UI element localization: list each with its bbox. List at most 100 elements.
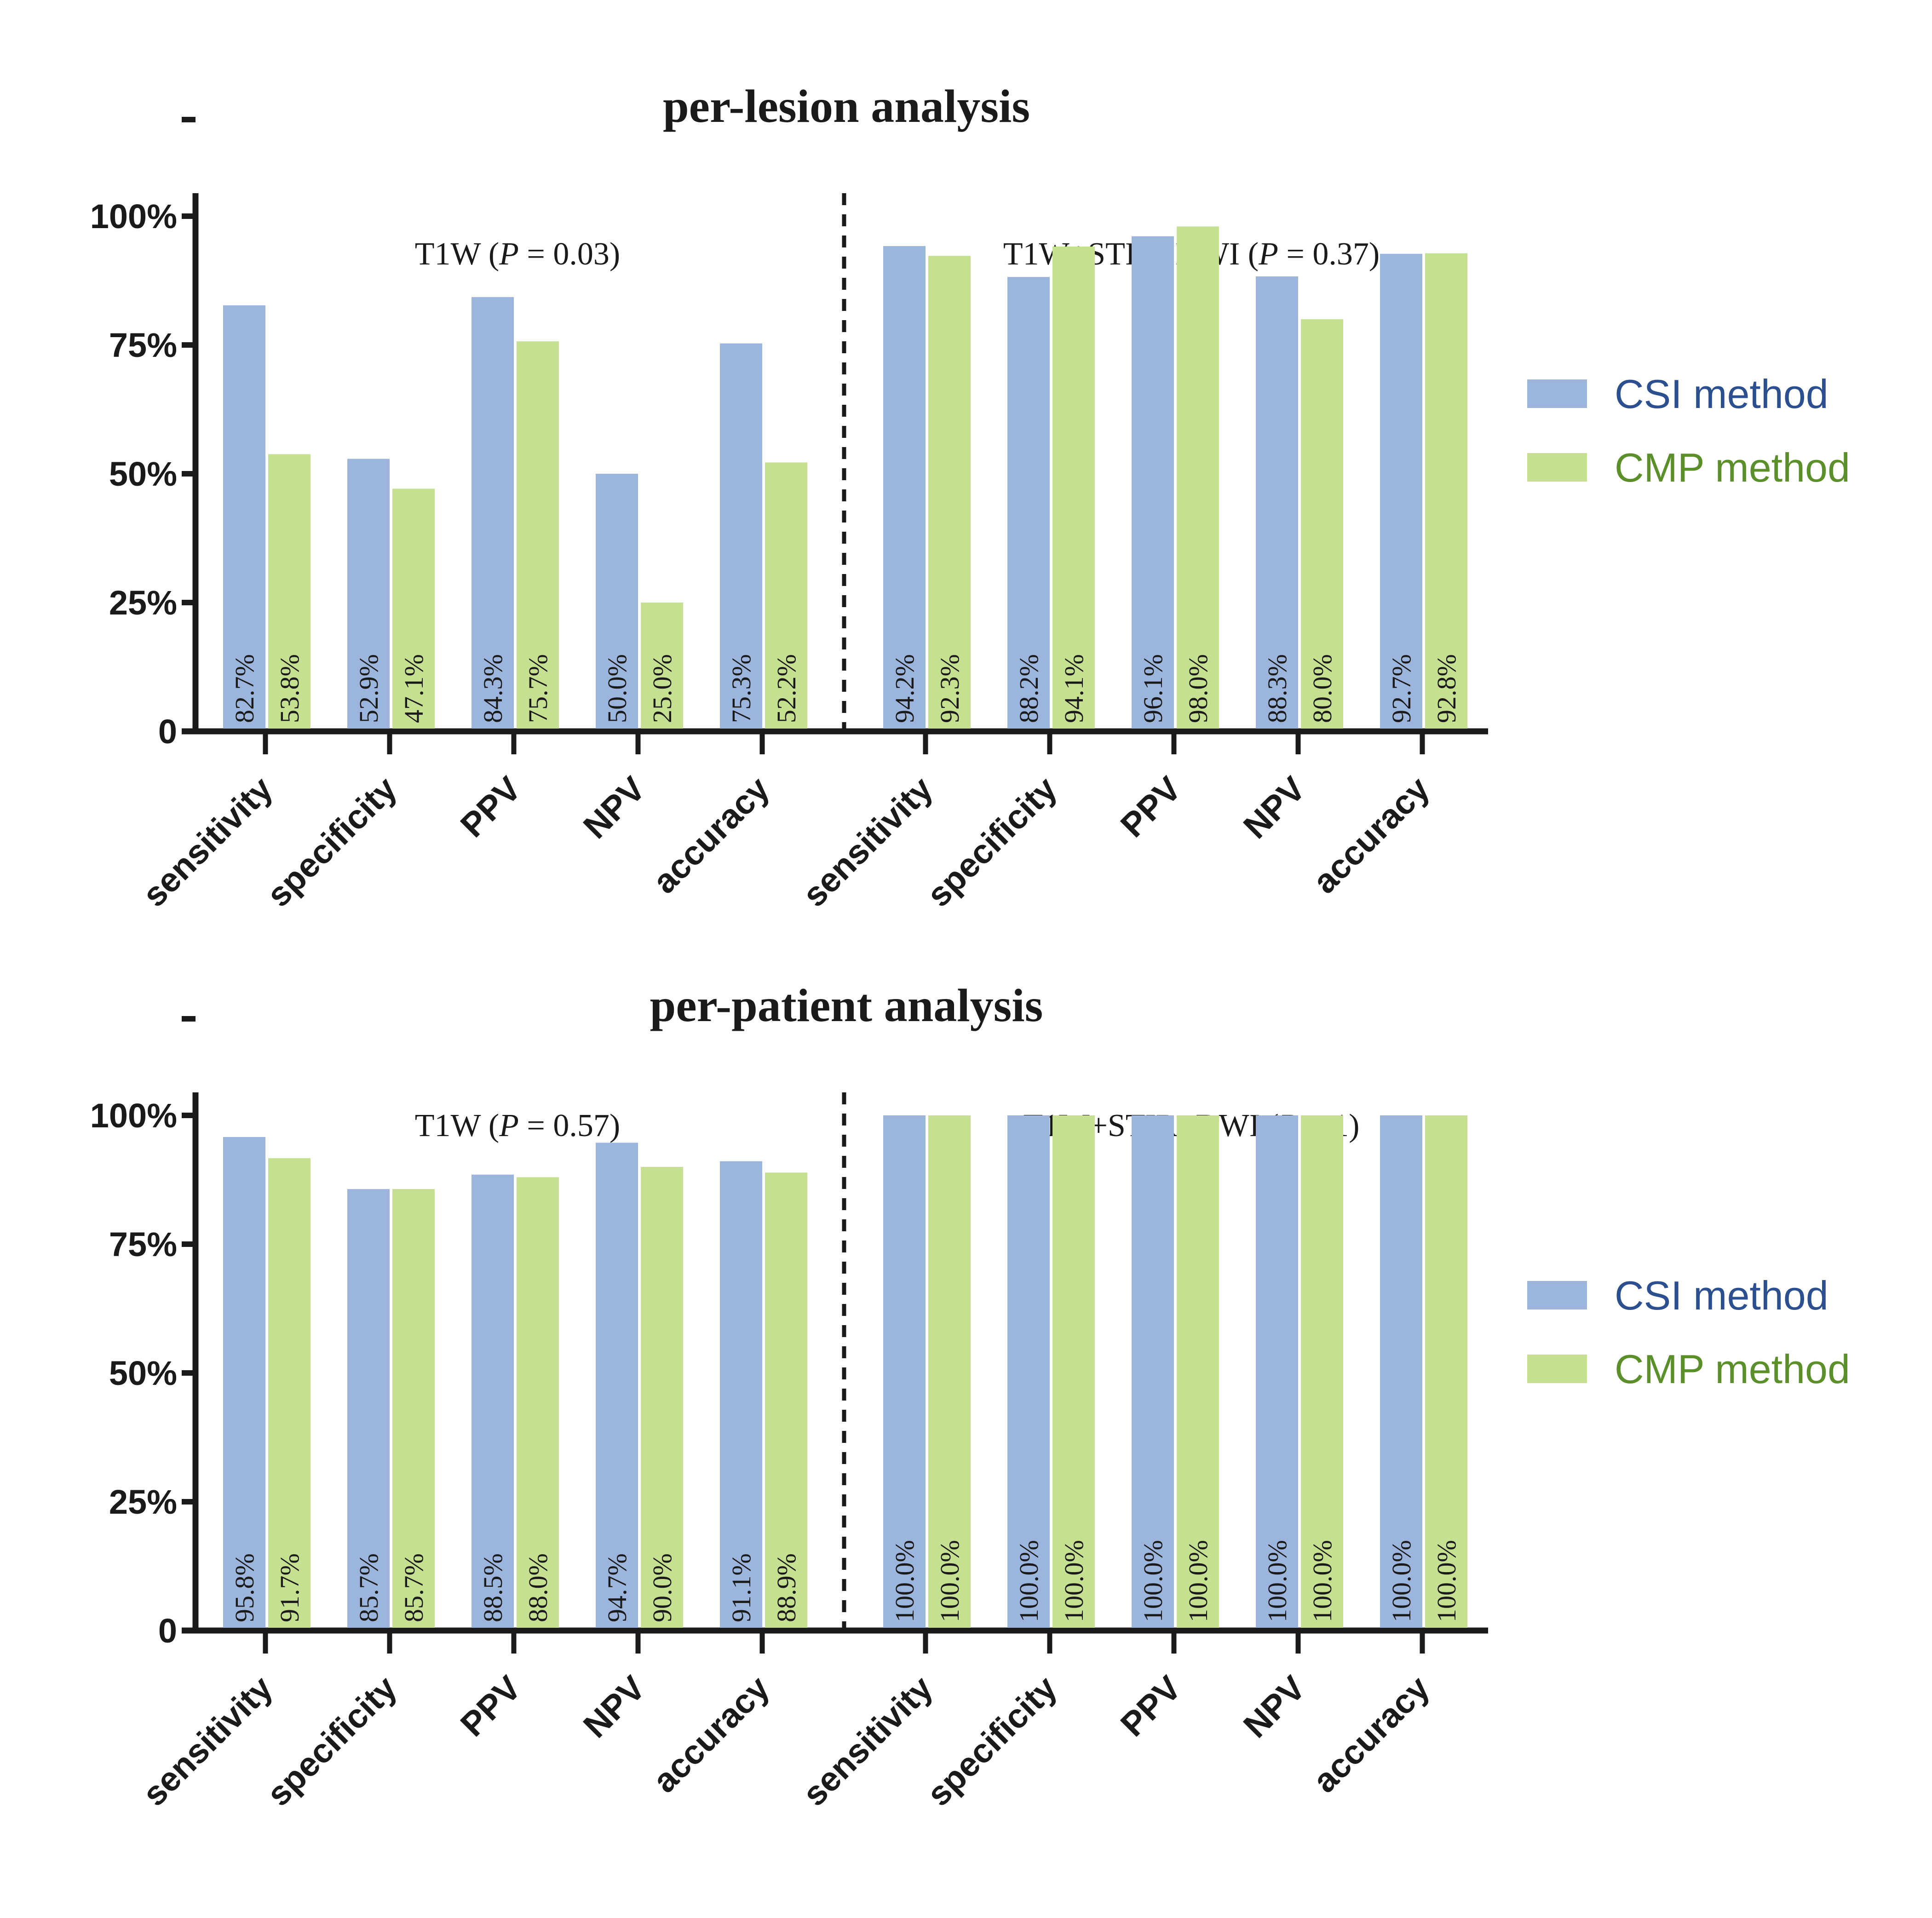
- bar-cmp: [928, 256, 971, 729]
- bar-cmp: [392, 488, 435, 729]
- bar-csi: [1007, 1115, 1050, 1628]
- group-label-part: P: [1258, 236, 1278, 272]
- data-label: 94.2%: [890, 654, 920, 723]
- data-label: 94.7%: [602, 1553, 632, 1622]
- data-label: 85.7%: [354, 1553, 384, 1622]
- group-label: T1W (P = 0.57): [415, 1108, 620, 1143]
- bar-cmp: [641, 1167, 683, 1628]
- group-label-part: = 0.03): [519, 236, 620, 272]
- chart-title: per-patient analysis: [650, 980, 1043, 1032]
- y-tick-label: 25%: [109, 1483, 177, 1521]
- data-label: 100.0%: [1014, 1540, 1044, 1622]
- bar-csi: [1132, 236, 1174, 729]
- data-label: 88.2%: [1014, 654, 1044, 723]
- data-label: 95.8%: [230, 1553, 259, 1622]
- bar-cmp: [1425, 253, 1467, 729]
- legend-label-cmp: CMP method: [1615, 1346, 1850, 1392]
- bar-csi: [223, 1137, 265, 1628]
- data-label: 100.0%: [935, 1540, 965, 1622]
- data-label: 85.7%: [399, 1553, 429, 1622]
- data-label: 96.1%: [1138, 654, 1168, 723]
- group-label-part: P: [499, 236, 519, 272]
- x-tick-label: PPV: [453, 769, 528, 844]
- data-label: 88.9%: [771, 1553, 801, 1622]
- bar-csi: [1256, 1115, 1298, 1628]
- x-tick-label: accuracy: [645, 769, 777, 901]
- data-label: 88.0%: [523, 1553, 553, 1622]
- chart-panel-per-lesion: per-lesion analysis 0 25% 50% 75% 100% T1W (P …: [90, 80, 1850, 914]
- bar-csi: [596, 474, 638, 729]
- x-tick-label: sensitivity: [795, 769, 940, 914]
- x-tick-label: NPV: [1236, 769, 1312, 846]
- group-label-part: T1W (: [415, 1108, 499, 1143]
- legend-swatch-csi: [1527, 379, 1587, 408]
- x-tick-label: specificity: [920, 1669, 1064, 1814]
- bar-cmp: [928, 1115, 971, 1628]
- data-label: 92.8%: [1432, 654, 1461, 723]
- legend-swatch-cmp: [1527, 453, 1587, 482]
- data-label: 92.3%: [935, 654, 965, 723]
- bar-csi: [1380, 1115, 1422, 1628]
- x-tick-label: NPV: [576, 1669, 652, 1745]
- bar-csi: [1007, 277, 1050, 729]
- x-tick-label: accuracy: [1305, 769, 1437, 901]
- data-label: 100.0%: [890, 1540, 920, 1622]
- bar-csi: [883, 1115, 926, 1628]
- x-tick-label: accuracy: [1305, 1669, 1437, 1800]
- bar-csi: [1380, 253, 1422, 729]
- bar-csi: [223, 305, 265, 729]
- data-label: 98.0%: [1183, 654, 1213, 723]
- bar-cmp: [517, 341, 559, 729]
- x-tick-label: PPV: [1113, 769, 1188, 844]
- data-label: 100.0%: [1432, 1540, 1461, 1622]
- data-label: 88.5%: [478, 1553, 508, 1622]
- data-label: 91.1%: [726, 1553, 756, 1622]
- group-label-part: = 0.57): [519, 1108, 620, 1143]
- group-label-part: = 0.37): [1278, 236, 1380, 272]
- x-tick-label: NPV: [1236, 1669, 1312, 1745]
- bar-cmp: [765, 1172, 807, 1628]
- data-label: 80.0%: [1307, 654, 1337, 723]
- y-tick-label: 75%: [109, 326, 177, 364]
- x-tick-label: sensitivity: [795, 1669, 940, 1814]
- x-tick-label: accuracy: [645, 1669, 777, 1800]
- x-tick-label: sensitivity: [135, 1669, 280, 1814]
- y-tick-label: 0: [158, 1612, 177, 1650]
- data-label: 100.0%: [1307, 1540, 1337, 1622]
- data-label: 90.0%: [647, 1553, 677, 1622]
- bar-cmp: [1301, 319, 1343, 729]
- x-tick-label: PPV: [1113, 1669, 1188, 1744]
- bar-csi: [596, 1143, 638, 1628]
- data-label: 52.9%: [354, 654, 384, 723]
- y-tick-label: 100%: [90, 1097, 177, 1135]
- legend-label-csi: CSI method: [1615, 1273, 1828, 1318]
- bar-cmp: [641, 603, 683, 729]
- group-label: T1W (P = 0.03): [415, 236, 620, 272]
- data-label: 47.1%: [399, 654, 429, 723]
- bar-csi: [347, 459, 390, 729]
- bar-csi: [347, 1189, 390, 1628]
- bar-csi: [720, 343, 762, 729]
- data-label: 94.1%: [1059, 654, 1089, 723]
- bar-csi: [472, 297, 514, 729]
- bar-csi: [883, 246, 926, 729]
- group-label-part: P: [499, 1108, 519, 1143]
- x-tick-label: PPV: [453, 1669, 528, 1744]
- bar-cmp: [1301, 1115, 1343, 1628]
- data-label: 82.7%: [230, 654, 259, 723]
- legend-label-csi: CSI method: [1615, 371, 1828, 417]
- data-label: 53.8%: [275, 654, 305, 723]
- bar-cmp: [1052, 1115, 1095, 1628]
- data-label: 100.0%: [1262, 1540, 1292, 1622]
- group-label-part: T1W+STIR+DWI (: [1003, 236, 1259, 272]
- group-label-part: T1W (: [415, 236, 499, 272]
- data-label: 100.0%: [1183, 1540, 1213, 1622]
- bar-cmp: [268, 454, 310, 729]
- bar-cmp: [765, 462, 807, 729]
- legend-swatch-csi: [1527, 1281, 1587, 1309]
- bar-cmp: [1177, 226, 1219, 729]
- x-tick-label: specificity: [259, 1669, 404, 1814]
- x-tick-label: specificity: [259, 769, 404, 914]
- bar-cmp: [268, 1158, 310, 1628]
- data-label: 100.0%: [1386, 1540, 1416, 1622]
